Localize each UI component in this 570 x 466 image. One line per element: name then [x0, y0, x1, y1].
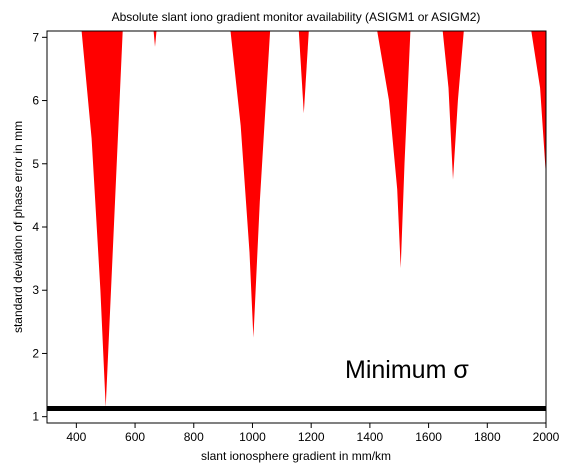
y-tick-label: 2	[32, 346, 39, 360]
x-tick-label: 1400	[357, 430, 384, 444]
x-axis-label: slant ionosphere gradient in mm/km	[201, 449, 391, 463]
x-axis: 400 600 800 1000 1200 1400 1600 1800 2000	[66, 423, 560, 444]
unavailability-region-7	[531, 31, 546, 177]
unavailability-regions	[81, 31, 546, 408]
y-tick-label: 7	[32, 30, 39, 44]
y-axis: 1 2 3 4 5 6 7	[32, 30, 47, 424]
minimum-sigma-label: Minimum σ	[345, 356, 469, 384]
y-tick-label: 5	[32, 157, 39, 171]
x-tick-label: 1800	[474, 430, 501, 444]
y-tick-label: 6	[32, 94, 39, 108]
unavailability-region-3	[230, 31, 271, 338]
plot-frame	[46, 30, 547, 424]
unavailability-region-4	[298, 31, 309, 114]
y-axis-label: standard deviation of phase error in mm	[11, 121, 25, 333]
unavailability-region-2	[153, 31, 157, 47]
x-tick-label: 400	[66, 430, 86, 444]
x-tick-label: 1200	[298, 430, 325, 444]
unavailability-region-5	[377, 31, 411, 269]
y-tick-label: 4	[32, 220, 39, 234]
x-tick-label: 2000	[533, 430, 560, 444]
x-tick-label: 1600	[415, 430, 442, 444]
y-tick-label: 1	[32, 410, 39, 424]
unavailability-region-6	[442, 31, 464, 180]
x-tick-label: 1000	[239, 430, 266, 444]
x-tick-label: 800	[184, 430, 204, 444]
x-tick-label: 600	[125, 430, 145, 444]
y-tick-label: 3	[32, 283, 39, 297]
unavailability-region-1	[81, 31, 123, 408]
chart-title: Absolute slant iono gradient monitor ava…	[112, 10, 481, 24]
